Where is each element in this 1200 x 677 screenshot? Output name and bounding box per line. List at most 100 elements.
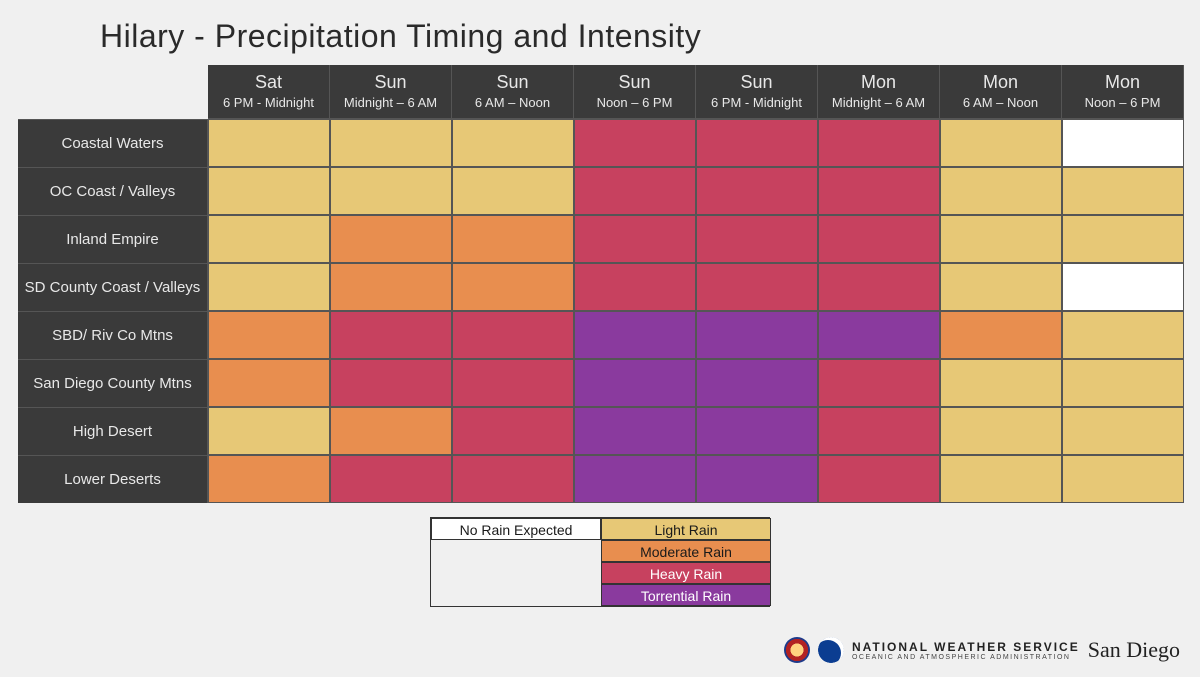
intensity-cell: [1062, 215, 1184, 263]
intensity-cell: [452, 215, 574, 263]
intensity-cell: [208, 215, 330, 263]
time-column-header: Sun 6 PM - Midnight: [696, 65, 818, 119]
page-title: Hilary - Precipitation Timing and Intens…: [0, 0, 1200, 65]
footer-attribution: NATIONAL WEATHER SERVICE OCEANIC AND ATM…: [784, 637, 1180, 663]
intensity-cell: [696, 167, 818, 215]
intensity-cell: [452, 167, 574, 215]
legend-item: Moderate Rain: [601, 540, 771, 562]
intensity-cell: [818, 455, 940, 503]
intensity-cell: [818, 215, 940, 263]
intensity-cell: [1062, 407, 1184, 455]
time-column-header: SunNoon – 6 PM: [574, 65, 696, 119]
intensity-cell: [574, 263, 696, 311]
legend-item: Light Rain: [601, 518, 771, 540]
time-column-header: Mon 6 AM – Noon: [940, 65, 1062, 119]
time-column-day: Sun: [578, 72, 691, 93]
intensity-cell: [696, 359, 818, 407]
intensity-cell: [330, 215, 452, 263]
intensity-cell: [452, 119, 574, 167]
intensity-cell: [940, 167, 1062, 215]
region-label: San Diego County Mtns: [18, 359, 208, 407]
intensity-cell: [330, 167, 452, 215]
intensity-cell: [696, 311, 818, 359]
intensity-cell: [574, 359, 696, 407]
intensity-cell: [574, 119, 696, 167]
time-column-range: 6 PM - Midnight: [212, 95, 325, 110]
region-label: Coastal Waters: [18, 119, 208, 167]
time-column-range: Midnight – 6 AM: [334, 95, 447, 110]
legend-item: Torrential Rain: [601, 584, 771, 606]
time-column-day: Sun: [334, 72, 447, 93]
region-label: SD County Coast / Valleys: [18, 263, 208, 311]
intensity-cell: [452, 407, 574, 455]
time-column-header: Sat 6 PM - Midnight: [208, 65, 330, 119]
time-column-day: Mon: [1066, 72, 1179, 93]
time-column-day: Sat: [212, 72, 325, 93]
intensity-cell: [940, 359, 1062, 407]
intensity-cell: [452, 359, 574, 407]
intensity-cell: [208, 263, 330, 311]
intensity-cell: [940, 455, 1062, 503]
time-column-range: 6 AM – Noon: [456, 95, 569, 110]
time-column-day: Sun: [700, 72, 813, 93]
agency-text: NATIONAL WEATHER SERVICE OCEANIC AND ATM…: [852, 640, 1080, 661]
time-column-day: Mon: [944, 72, 1057, 93]
intensity-cell: [940, 215, 1062, 263]
intensity-cell: [330, 407, 452, 455]
intensity-cell: [1062, 119, 1184, 167]
intensity-cell: [452, 263, 574, 311]
time-column-range: Midnight – 6 AM: [822, 95, 935, 110]
intensity-cell: [208, 119, 330, 167]
intensity-cell: [574, 311, 696, 359]
region-label: OC Coast / Valleys: [18, 167, 208, 215]
time-column-header: Sun 6 AM – Noon: [452, 65, 574, 119]
time-column-range: Noon – 6 PM: [1066, 95, 1179, 110]
nws-seal-icon: [784, 637, 810, 663]
noaa-logo-icon: [818, 637, 844, 663]
intensity-cell: [208, 359, 330, 407]
intensity-cell: [452, 455, 574, 503]
agency-sub: OCEANIC AND ATMOSPHERIC ADMINISTRATION: [852, 654, 1080, 661]
intensity-cell: [330, 359, 452, 407]
intensity-cell: [940, 119, 1062, 167]
intensity-cell: [818, 119, 940, 167]
intensity-cell: [330, 263, 452, 311]
intensity-cell: [818, 167, 940, 215]
time-column-header: Sun Midnight – 6 AM: [330, 65, 452, 119]
region-label: Inland Empire: [18, 215, 208, 263]
region-label: SBD/ Riv Co Mtns: [18, 311, 208, 359]
intensity-cell: [574, 215, 696, 263]
intensity-cell: [818, 359, 940, 407]
intensity-cell: [330, 119, 452, 167]
intensity-cell: [452, 311, 574, 359]
intensity-cell: [574, 167, 696, 215]
time-column-range: 6 PM - Midnight: [700, 95, 813, 110]
time-column-range: 6 AM – Noon: [944, 95, 1057, 110]
legend-item: No Rain Expected: [431, 518, 601, 540]
intensity-cell: [940, 311, 1062, 359]
intensity-cell: [818, 263, 940, 311]
grid-corner: [18, 65, 208, 119]
intensity-cell: [696, 263, 818, 311]
intensity-cell: [330, 455, 452, 503]
time-column-header: Mon Midnight – 6 AM: [818, 65, 940, 119]
intensity-cell: [1062, 311, 1184, 359]
intensity-cell: [940, 407, 1062, 455]
precip-heatmap-grid: Sat 6 PM - Midnight Sun Midnight – 6 AM Sun 6…: [18, 65, 1182, 503]
agency-main: NATIONAL WEATHER SERVICE: [852, 640, 1080, 654]
intensity-cell: [208, 311, 330, 359]
intensity-cell: [940, 263, 1062, 311]
intensity-cell: [696, 119, 818, 167]
intensity-cell: [208, 455, 330, 503]
time-column-day: Sun: [456, 72, 569, 93]
intensity-cell: [574, 407, 696, 455]
intensity-cell: [1062, 359, 1184, 407]
time-column-header: Mon Noon – 6 PM: [1062, 65, 1184, 119]
intensity-cell: [696, 215, 818, 263]
time-column-day: Mon: [822, 72, 935, 93]
intensity-cell: [208, 167, 330, 215]
region-label: Lower Deserts: [18, 455, 208, 503]
legend-item: Heavy Rain: [601, 562, 771, 584]
intensity-cell: [574, 455, 696, 503]
office-name: San Diego: [1088, 637, 1180, 663]
